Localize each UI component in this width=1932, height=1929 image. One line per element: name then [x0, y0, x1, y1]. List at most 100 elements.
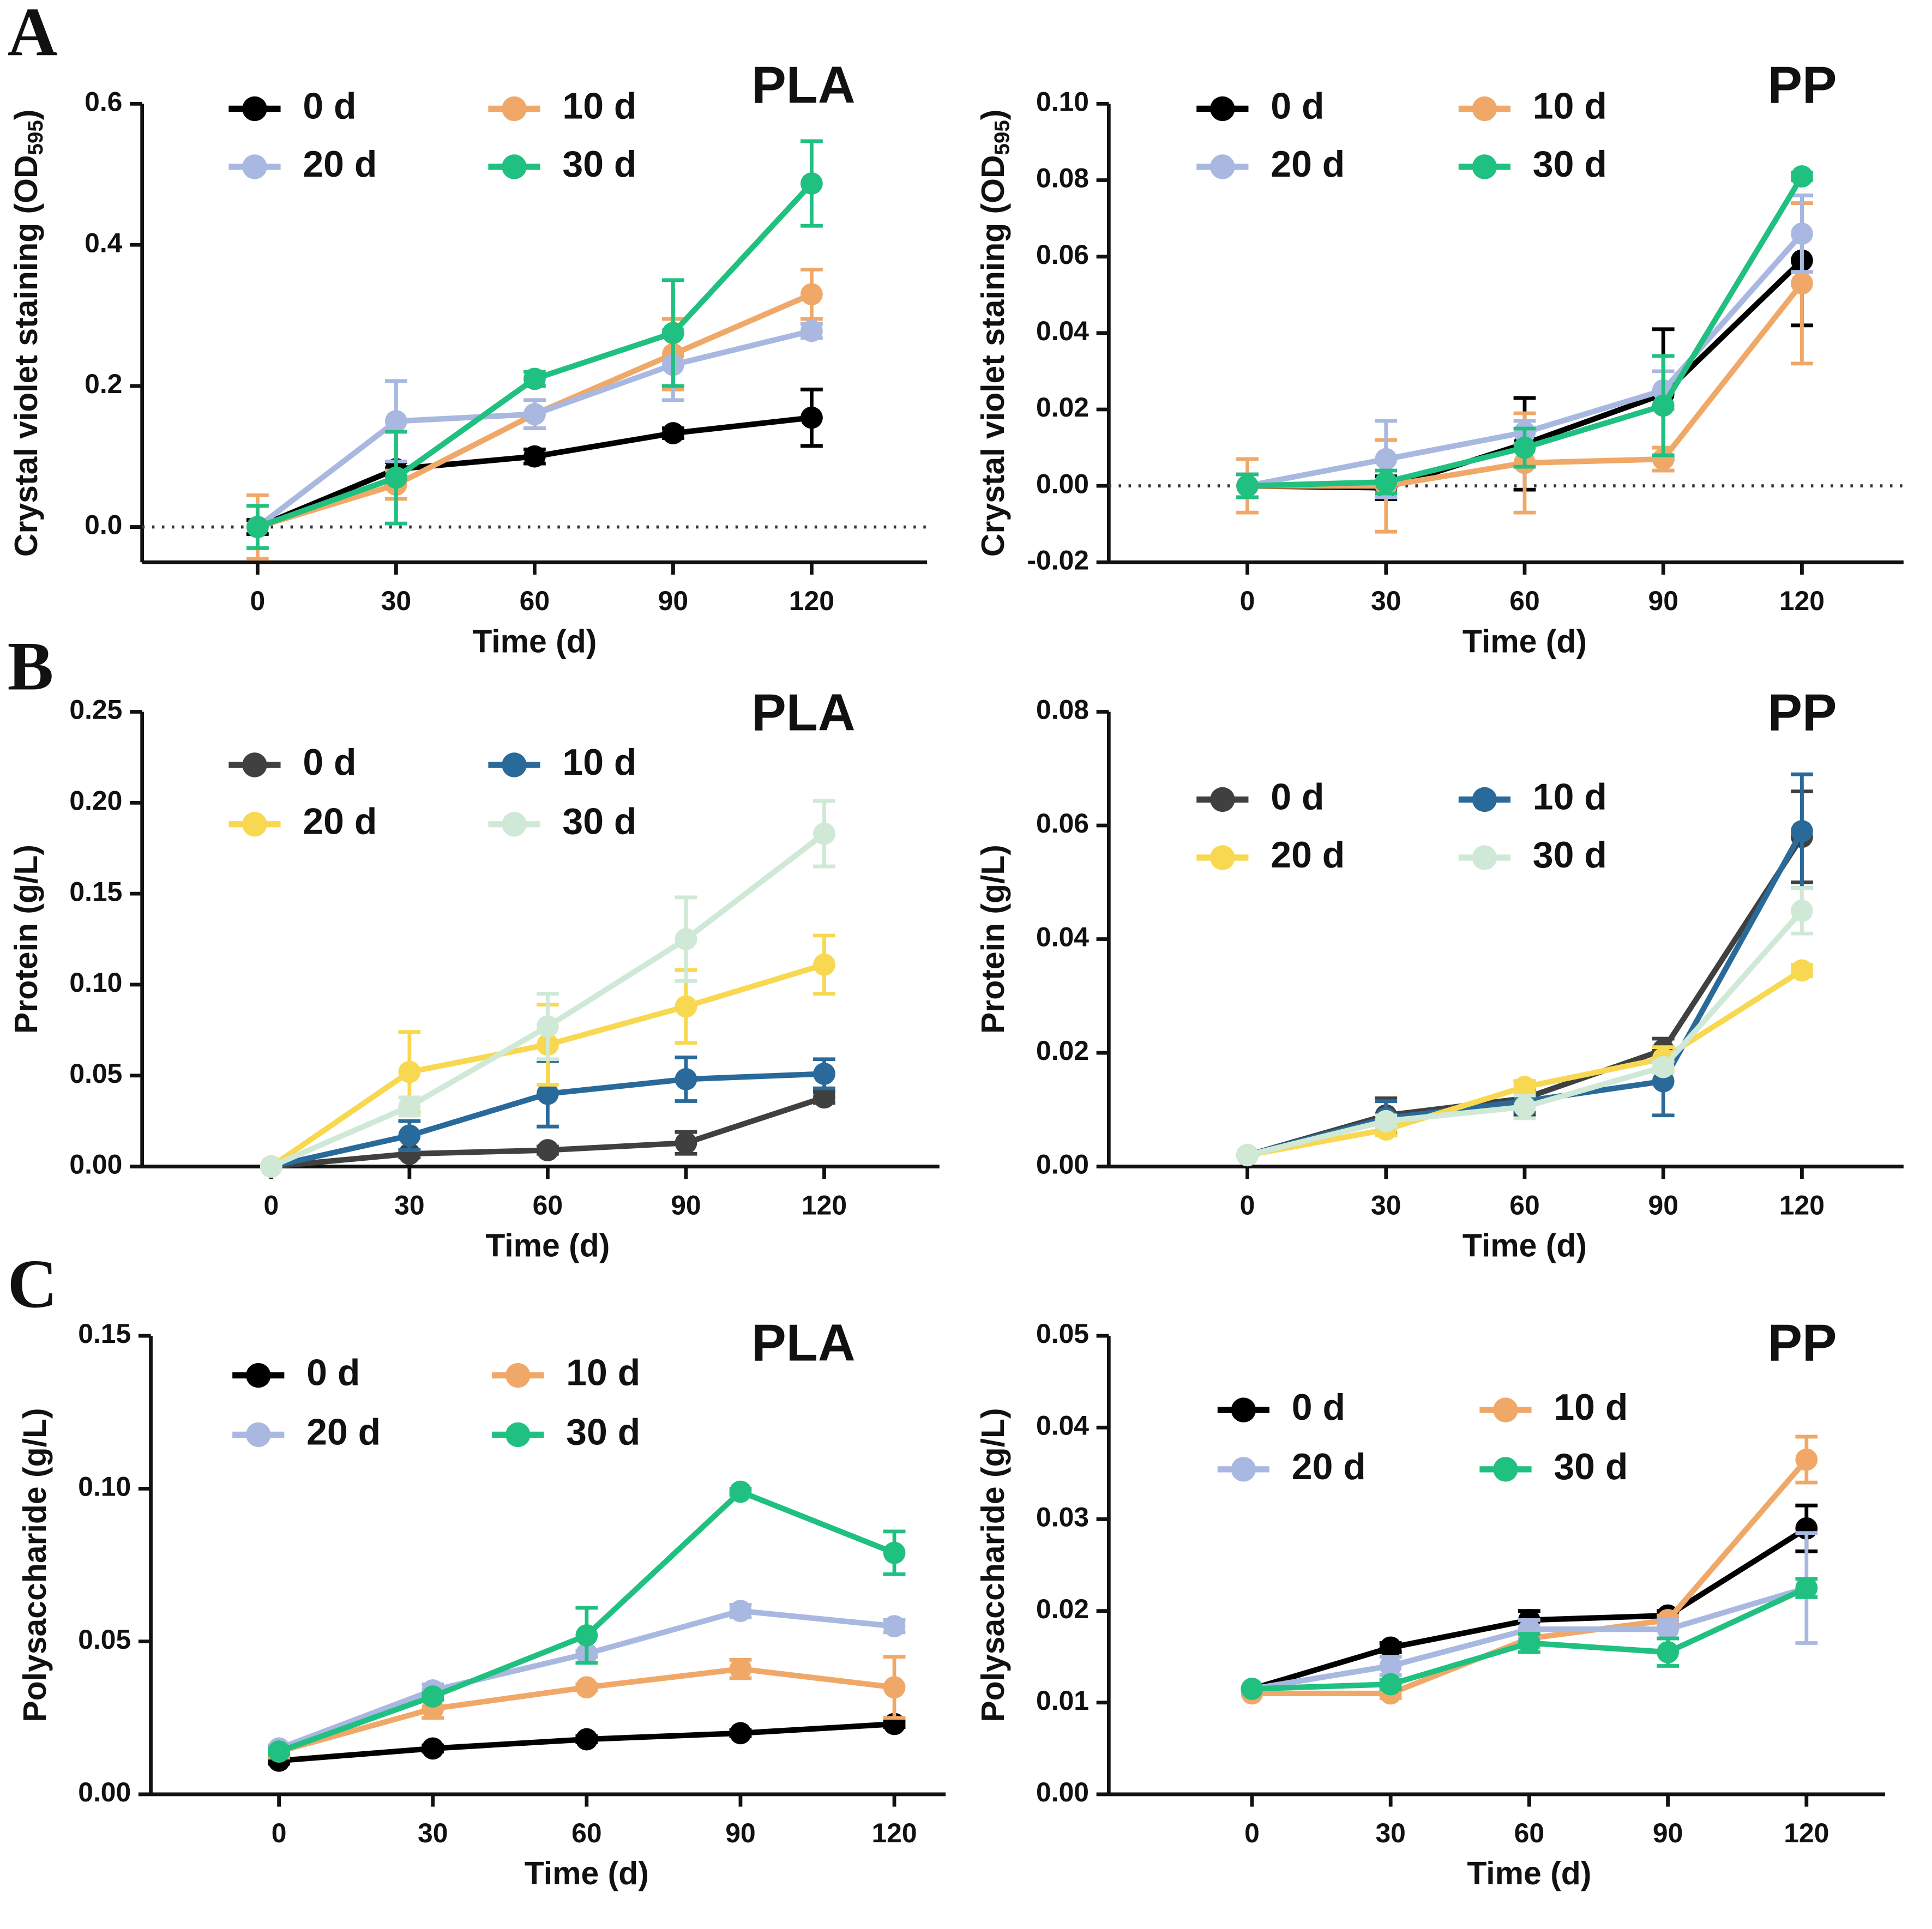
legend-label: 0 d — [303, 85, 356, 126]
chart-title: PLA — [751, 1315, 855, 1372]
x-axis-label: Time (d) — [472, 624, 597, 659]
y-tick-label: 0.00 — [1036, 468, 1089, 499]
data-point — [384, 466, 407, 489]
legend-label: 0 d — [303, 742, 356, 783]
data-point — [1518, 1632, 1540, 1654]
data-point — [1513, 1095, 1536, 1118]
x-tick-label: 0 — [1240, 586, 1255, 616]
y-axis-label-text: Crystal violet staining (OD — [9, 155, 44, 557]
y-axis-label-text: Protein (g/L) — [9, 845, 44, 1034]
y-tick-label: 0.01 — [1036, 1685, 1089, 1716]
data-point — [523, 367, 546, 390]
x-tick-label: 120 — [789, 586, 834, 616]
legend-label: 10 d — [1533, 776, 1607, 817]
legend-label: 0 d — [1271, 776, 1324, 817]
data-point — [422, 1685, 444, 1708]
y-tick-label: 0.08 — [1036, 163, 1089, 194]
x-tick-label: 120 — [871, 1818, 917, 1848]
legend-label: 10 d — [562, 742, 636, 783]
data-point — [1791, 820, 1813, 842]
data-point — [398, 1095, 421, 1118]
legend-label: 0 d — [1271, 85, 1324, 126]
x-tick-label: 120 — [1784, 1818, 1829, 1848]
data-point — [384, 410, 407, 432]
y-tick-label: -0.02 — [1027, 545, 1089, 575]
legend-marker — [242, 96, 267, 122]
data-point — [398, 1142, 421, 1165]
data-point — [1375, 471, 1398, 493]
legend-marker — [505, 1422, 531, 1448]
legend-label: 30 d — [562, 143, 636, 185]
legend-marker — [1472, 96, 1497, 122]
data-point — [1652, 1056, 1675, 1078]
data-point — [801, 406, 823, 429]
data-point — [1791, 900, 1813, 922]
y-tick-label: 0.05 — [78, 1624, 131, 1655]
data-point — [1375, 1110, 1398, 1132]
legend-marker — [1210, 154, 1235, 179]
data-point — [729, 1600, 752, 1623]
data-point — [1791, 165, 1813, 188]
y-tick-label: 0.00 — [1036, 1149, 1089, 1180]
data-point — [1791, 222, 1813, 245]
data-point — [729, 1722, 752, 1745]
x-tick-label: 30 — [1375, 1818, 1405, 1848]
legend-label: 20 d — [306, 1411, 381, 1452]
data-point — [268, 1740, 291, 1763]
x-tick-label: 120 — [802, 1190, 847, 1221]
legend-label: 10 d — [562, 85, 636, 126]
y-tick-label: 0.05 — [1036, 1318, 1089, 1349]
y-tick-label: 0.10 — [1036, 87, 1089, 117]
data-point — [813, 953, 835, 976]
data-point — [1795, 1577, 1818, 1599]
y-axis-label: Protein (g/L) — [975, 845, 1010, 1034]
legend-label: 20 d — [1271, 143, 1345, 185]
data-point — [1791, 272, 1813, 295]
data-point — [813, 1086, 835, 1109]
legend-label: 10 d — [566, 1352, 640, 1394]
data-point — [883, 1541, 906, 1564]
data-point — [575, 1676, 598, 1699]
x-axis-label: Time (d) — [525, 1856, 649, 1891]
y-tick-label: 0.0 — [85, 510, 122, 540]
panel-label: B — [8, 628, 54, 704]
legend-marker — [1210, 787, 1235, 812]
data-point — [398, 1124, 421, 1147]
legend-marker — [1231, 1397, 1256, 1422]
x-tick-label: 120 — [1779, 1190, 1825, 1221]
data-point — [883, 1615, 906, 1638]
legend-label: 30 d — [1533, 834, 1607, 876]
y-tick-label: 0.2 — [85, 369, 122, 399]
y-axis-label-sub: 595 — [24, 120, 47, 155]
legend-marker — [1210, 96, 1235, 122]
legend-label: 0 d — [1292, 1387, 1345, 1428]
y-tick-label: 0.04 — [1036, 922, 1089, 953]
legend-label: 20 d — [1271, 834, 1345, 876]
data-point — [536, 1015, 559, 1038]
legend-marker — [1493, 1397, 1518, 1422]
legend-label: 20 d — [303, 801, 377, 842]
data-point — [260, 1155, 282, 1178]
data-point — [675, 928, 697, 950]
x-axis-label: Time (d) — [1462, 624, 1587, 659]
y-tick-label: 0.06 — [1036, 239, 1089, 270]
data-point — [1379, 1655, 1402, 1677]
data-point — [675, 995, 697, 1018]
y-tick-label: 0.08 — [1036, 695, 1089, 725]
y-tick-label: 0.00 — [1036, 1777, 1089, 1807]
chart-title: PP — [1767, 56, 1837, 114]
y-tick-label: 0.03 — [1036, 1502, 1089, 1533]
legend-label: 20 d — [303, 143, 377, 185]
y-tick-label: 0.10 — [78, 1472, 131, 1502]
x-tick-label: 60 — [1509, 586, 1539, 616]
chart-title: PLA — [751, 684, 855, 742]
x-tick-label: 90 — [671, 1190, 701, 1221]
data-point — [675, 1131, 697, 1154]
y-tick-label: 0.02 — [1036, 1035, 1089, 1066]
y-tick-label: 0.10 — [69, 967, 122, 998]
y-axis-label: Crystal violet staining (OD595) — [975, 110, 1014, 557]
x-tick-label: 120 — [1779, 586, 1825, 616]
data-point — [1513, 436, 1536, 459]
data-point — [1241, 1678, 1263, 1700]
data-point — [662, 422, 684, 444]
